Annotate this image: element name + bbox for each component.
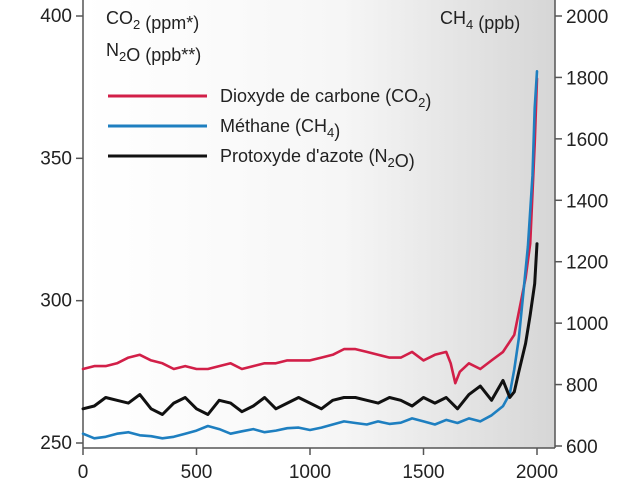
legend-label: Dioxyde de carbone (CO2) bbox=[220, 86, 431, 111]
series-line-co2 bbox=[81, 77, 539, 385]
right-tick-label: 800 bbox=[566, 376, 598, 397]
series-lines bbox=[81, 70, 539, 440]
legend-label: Protoxyde d'azote (N2O) bbox=[220, 146, 415, 171]
legend-label: Méthane (CH4) bbox=[220, 116, 340, 141]
right-tick-label: 1000 bbox=[566, 314, 608, 335]
right-tick-label: 1400 bbox=[566, 191, 608, 212]
left-axis-label-n2o: N2O (ppb**) bbox=[106, 40, 201, 65]
left-axis-ticks: 250 300 350 400 bbox=[40, 6, 83, 454]
left-axis-label-co2: CO2 (ppm*) bbox=[106, 8, 199, 33]
plot-background bbox=[83, 0, 555, 448]
right-tick-label: 1200 bbox=[566, 253, 608, 274]
series-line-ch4 bbox=[81, 70, 539, 440]
x-tick-label: 500 bbox=[181, 462, 213, 483]
right-tick-label: 1800 bbox=[566, 68, 608, 89]
right-axis-ticks: 600 800 1000 1200 1400 1600 1800 2000 bbox=[555, 7, 608, 458]
right-tick-label: 1600 bbox=[566, 130, 608, 151]
x-tick-label: 0 bbox=[78, 462, 89, 483]
right-axis-label-ch4: CH4 (ppb) bbox=[440, 8, 520, 33]
left-tick-label: 300 bbox=[40, 291, 72, 312]
left-tick-label: 400 bbox=[40, 6, 72, 27]
x-axis-ticks: 0 500 1000 1500 2000 bbox=[78, 448, 558, 483]
legend: Dioxyde de carbone (CO2) Méthane (CH4) Pro… bbox=[108, 86, 431, 171]
left-tick-label: 250 bbox=[40, 433, 72, 454]
x-tick-label: 1000 bbox=[289, 462, 331, 483]
series-line-n2o bbox=[81, 242, 539, 416]
right-tick-label: 2000 bbox=[566, 7, 608, 28]
right-tick-label: 600 bbox=[566, 437, 598, 458]
left-tick-label: 350 bbox=[40, 148, 72, 169]
x-tick-label: 2000 bbox=[516, 462, 558, 483]
x-tick-label: 1500 bbox=[402, 462, 444, 483]
